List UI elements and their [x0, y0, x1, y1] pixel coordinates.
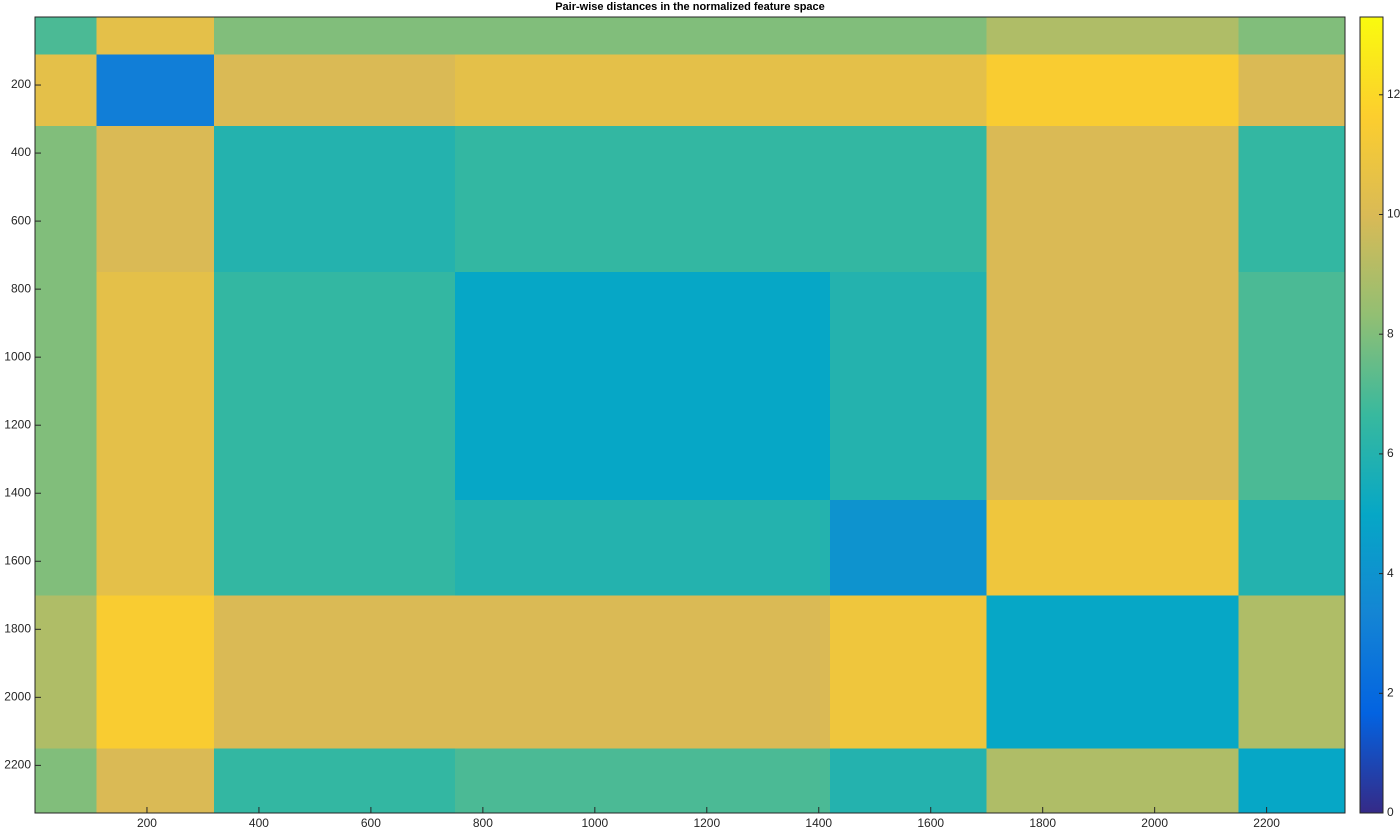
heatmap-cell [986, 125, 1239, 273]
y-tick-label: 600 [11, 213, 31, 227]
colorbar-tick-label: 2 [1387, 685, 1394, 699]
x-tick-label: 1800 [1029, 816, 1056, 830]
heatmap-cell [1238, 595, 1345, 749]
x-tick-label: 400 [249, 816, 269, 830]
heatmap-cell [1238, 748, 1345, 813]
x-tick-label: 1400 [805, 816, 832, 830]
colorbar-tick-label: 0 [1387, 805, 1394, 819]
plot-frame [34, 16, 1346, 814]
heatmap-cell [96, 748, 215, 813]
x-tick-label: 2200 [1253, 816, 1280, 830]
heatmap-cell [214, 272, 455, 501]
heatmap-cell [214, 748, 455, 813]
heatmap-cell [96, 500, 215, 596]
heatmap-cell [829, 748, 987, 813]
heatmap-cell [214, 17, 455, 55]
heatmap-cell [35, 272, 97, 501]
heatmap-cell [1238, 500, 1345, 596]
y-tick-label: 1400 [4, 485, 31, 499]
colorbar-tick-label: 6 [1387, 446, 1394, 460]
heatmap-cell [96, 595, 215, 749]
y-tick-label: 1200 [4, 417, 31, 431]
y-tick-label: 200 [11, 77, 31, 91]
y-tick-label: 1800 [4, 621, 31, 635]
heatmap-cell [454, 54, 830, 126]
heatmap-cell [35, 748, 97, 813]
heatmap-cell [1238, 17, 1345, 55]
x-tick-label: 1600 [917, 816, 944, 830]
heatmap-cell [454, 17, 830, 55]
heatmap-cell [1238, 272, 1345, 501]
heatmap-cell [214, 125, 455, 273]
heatmap-cell [829, 125, 987, 273]
y-tick-label: 1600 [4, 553, 31, 567]
colorbar-tick-label: 12 [1387, 87, 1400, 101]
x-tick-label: 2000 [1141, 816, 1168, 830]
heatmap-cell [35, 595, 97, 749]
heatmap-cell [214, 54, 455, 126]
heatmap-cell [986, 272, 1239, 501]
y-tick-label: 2000 [4, 690, 31, 704]
x-tick-label: 800 [473, 816, 493, 830]
heatmap-cell [214, 500, 455, 596]
heatmap-cell [986, 595, 1239, 749]
heatmap-cell [35, 500, 97, 596]
heatmap-cell [35, 17, 97, 55]
heatmap-cell [986, 17, 1239, 55]
heatmap-cell [454, 595, 830, 749]
heatmap-cell [454, 500, 830, 596]
heatmap-cell [96, 17, 215, 55]
heatmap-cell [986, 54, 1239, 126]
colorbar-tick-label: 10 [1387, 207, 1400, 221]
heatmap-cell [829, 272, 987, 501]
colorbar-tick-label: 4 [1387, 566, 1394, 580]
chart-title: Pair-wise distances in the normalized fe… [555, 1, 825, 13]
colorbar [1359, 16, 1384, 814]
x-tick-label: 1000 [581, 816, 608, 830]
x-tick-label: 200 [137, 816, 157, 830]
heatmap-cell [454, 272, 830, 501]
heatmap-cell [35, 54, 97, 126]
y-tick-label: 2200 [4, 758, 31, 772]
heatmap-cell [829, 17, 987, 55]
heatmap-cell [829, 595, 987, 749]
heatmap-cell [986, 748, 1239, 813]
heatmap-cell [1238, 125, 1345, 273]
y-tick-label: 1000 [4, 349, 31, 363]
y-tick-label: 400 [11, 145, 31, 159]
x-tick-label: 600 [361, 816, 381, 830]
y-tick-label: 800 [11, 281, 31, 295]
heatmap-cell [214, 595, 455, 749]
heatmap-cell [454, 748, 830, 813]
heatmap-cell [1238, 54, 1345, 126]
heatmap-cell [829, 500, 987, 596]
heatmap-cell [829, 54, 987, 126]
colorbar-tick-label: 8 [1387, 326, 1394, 340]
heatmap-cell [986, 500, 1239, 596]
x-tick-label: 1200 [693, 816, 720, 830]
heatmap-cell [96, 272, 215, 501]
heatmap-cell [454, 125, 830, 273]
heatmap-cell [35, 125, 97, 273]
heatmap-cell [96, 125, 215, 273]
heatmap-cell [96, 54, 215, 126]
